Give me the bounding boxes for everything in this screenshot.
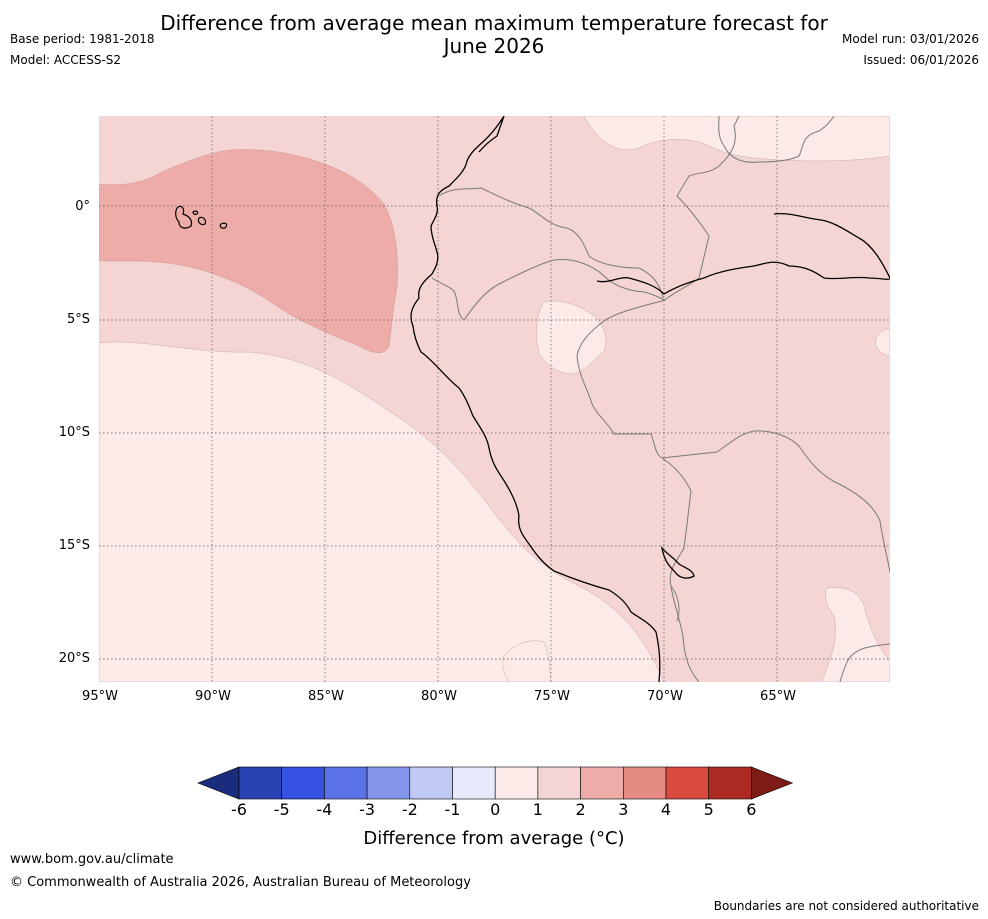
anomaly-0-1-region-peru [536, 300, 607, 375]
lon-label-75w: 75°W [534, 689, 570, 704]
boundary-disclaimer: Boundaries are not considered authoritat… [713, 899, 979, 913]
colorbar-bin-4-to-5 [665, 766, 710, 800]
lon-label-80w: 80°W [421, 689, 457, 704]
model-name: Model: ACCESS-S2 [10, 53, 122, 67]
colorbar-arrow-high [751, 766, 794, 800]
colorbar-tick-label: 6 [746, 800, 757, 819]
lon-label-95w: 95°W [82, 689, 118, 704]
lat-label-5s: 5°S [66, 312, 90, 327]
colorbar-tick-label: 3 [618, 800, 629, 819]
colorbar-bin-3-to-4 [622, 766, 667, 800]
model-run: Model run: 03/01/2026 [841, 32, 979, 46]
san-cristobal-island [219, 222, 228, 229]
anomaly-0-1-region-bolivia [820, 587, 890, 682]
lat-label-15s: 15°S [58, 538, 90, 553]
anomaly-2-3-region [99, 149, 398, 353]
country-borders [431, 116, 890, 682]
border-brazil-colombia [664, 116, 740, 301]
meta-left: Base period: 1981-2018 Model: ACCESS-S2 [10, 32, 155, 74]
website-link[interactable]: www.bom.gov.au/climate [10, 852, 174, 867]
lat-label-20s: 20°S [58, 651, 90, 666]
border-bolivia-chile [670, 585, 680, 622]
border-ecuador-peru [431, 259, 555, 321]
colorbar-tick-label: -2 [401, 800, 418, 819]
colorbar-arrow-low [197, 766, 240, 800]
anomaly-0-1-region-south [502, 640, 552, 682]
anomaly-0-1-region-east [875, 327, 890, 357]
lake-titicaca [660, 545, 695, 579]
pacific-coastline [410, 116, 661, 682]
caribbean-coastline [478, 116, 505, 153]
anomaly-0-1-region-north [583, 116, 890, 162]
lon-label-90w: 90°W [195, 689, 231, 704]
colorbar-bin--5-to--4 [281, 766, 325, 800]
colorbar-tick-label: 2 [575, 800, 586, 819]
colorbar-bin-1-to-2 [537, 766, 581, 800]
title-line-2: June 2026 [443, 34, 545, 58]
colorbar [197, 766, 794, 800]
colorbar-tick-label: 1 [532, 800, 543, 819]
colorbar-tick-label: 0 [490, 800, 501, 819]
colorbar-tick-label: -1 [444, 800, 461, 819]
base-period: Base period: 1981-2018 [10, 32, 155, 46]
title-line-1: Difference from average mean maximum tem… [160, 11, 828, 35]
map-title: Difference from average mean maximum tem… [0, 12, 988, 58]
border-paraguay [839, 643, 890, 682]
colorbar-tick-label: -5 [273, 800, 290, 819]
lon-label-70w: 70°W [647, 689, 683, 704]
colorbar-bin-2-to-3 [580, 766, 624, 800]
border-venezuela [718, 116, 835, 163]
colorbar-tick-label: -3 [359, 800, 376, 819]
anomaly-0-1-region-ocean [99, 341, 665, 682]
meta-right: Model run: 03/01/2026 Issued: 06/01/2026 [842, 32, 979, 74]
colorbar-tick-label: 5 [703, 800, 714, 819]
fernandina-island [192, 210, 199, 215]
colorbar-bin-5-to-6 [708, 766, 752, 800]
santa-cruz-island [197, 216, 207, 226]
colorbar-bin--3-to--2 [366, 766, 411, 800]
lon-label-85w: 85°W [308, 689, 344, 704]
lat-label-0: 0° [75, 199, 90, 214]
colorbar-bin--1-to-0 [452, 766, 496, 800]
forecast-map [99, 116, 890, 682]
lat-label-10s: 10°S [58, 425, 90, 440]
coastline [410, 116, 890, 682]
colorbar-bin--4-to--3 [324, 766, 368, 800]
colorbar-tick-label: -4 [316, 800, 333, 819]
colorbar-tick-label: 4 [660, 800, 672, 819]
lon-label-65w: 65°W [760, 689, 796, 704]
galapagos-islands [175, 205, 228, 229]
border-peru-colombia [553, 259, 666, 301]
border-brazil-bolivia [661, 430, 890, 573]
colorbar-bin--2-to--1 [409, 766, 453, 800]
colorbar-bin-0-to-1 [494, 766, 539, 800]
border-peru-brazil [576, 299, 666, 459]
isabela-island [175, 205, 193, 229]
colorbar-tick-label: -6 [231, 800, 247, 819]
colorbar-title: Difference from average (°C) [363, 828, 625, 849]
issued-date: Issued: 06/01/2026 [863, 53, 979, 67]
negro-river [773, 212, 890, 279]
border-colombia-ecuador [438, 187, 664, 299]
colorbar-bin--6-to--5 [238, 766, 283, 800]
amazon-river [596, 261, 890, 295]
copyright-text: © Commonwealth of Australia 2026, Austra… [10, 875, 471, 890]
border-peru-bolivia [661, 457, 700, 682]
